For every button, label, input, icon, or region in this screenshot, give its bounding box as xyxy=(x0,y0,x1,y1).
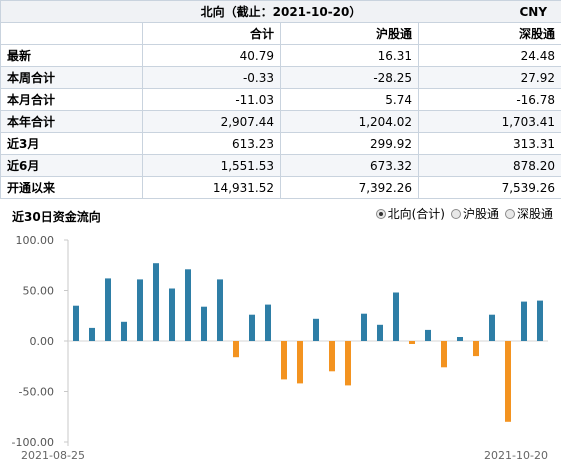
radio-unselected-icon[interactable] xyxy=(504,208,515,219)
bar xyxy=(409,341,415,344)
cell-shenzhen: 878.20 xyxy=(417,154,561,177)
radio-label: 深股通 xyxy=(516,207,553,221)
currency-label: CNY xyxy=(519,5,548,19)
cell-total: -11.03 xyxy=(142,88,281,111)
table-row: 近3月 613.23 299.92 313.31 xyxy=(0,132,561,155)
radio-shenzhen-connect[interactable]: 深股通 xyxy=(504,205,553,222)
cell-shanghai: 5.74 xyxy=(280,88,419,111)
bar xyxy=(153,263,159,341)
cell-total: 613.23 xyxy=(142,132,281,155)
cell-shenzhen: 24.48 xyxy=(417,44,561,67)
radio-selected-icon[interactable] xyxy=(375,208,386,219)
bar xyxy=(505,341,511,422)
column-header-shanghai: 沪股通 xyxy=(280,22,419,45)
bar xyxy=(89,327,95,341)
bar xyxy=(233,341,239,358)
bar xyxy=(393,292,399,341)
row-label: 近3月 xyxy=(0,132,143,155)
table-header-row: 合计 沪股通 深股通 xyxy=(0,22,561,45)
y-tick-label: -50.00 xyxy=(19,386,54,399)
table-row: 本月合计 -11.03 5.74 -16.78 xyxy=(0,88,561,111)
cell-shenzhen: 1,703.41 xyxy=(417,110,561,133)
bar xyxy=(249,314,255,341)
cell-shenzhen: 7,539.26 xyxy=(417,176,561,199)
cell-shanghai: 1,204.02 xyxy=(280,110,419,133)
bar xyxy=(361,313,367,341)
cell-total: 1,551.53 xyxy=(142,154,281,177)
bar xyxy=(377,324,383,341)
y-tick-label: 100.00 xyxy=(16,234,55,247)
cell-shenzhen: 27.92 xyxy=(417,66,561,89)
column-header-total: 合计 xyxy=(142,22,281,45)
row-label: 近6月 xyxy=(0,154,143,177)
bar xyxy=(169,288,175,341)
y-tick-label: 50.00 xyxy=(23,285,55,298)
row-label: 本周合计 xyxy=(0,66,143,89)
cell-shenzhen: -16.78 xyxy=(417,88,561,111)
y-tick-label: -100.00 xyxy=(12,436,54,449)
bar xyxy=(345,341,351,386)
cell-total: -0.33 xyxy=(142,66,281,89)
cell-shanghai: 299.92 xyxy=(280,132,419,155)
cell-shanghai: -28.25 xyxy=(280,66,419,89)
bar xyxy=(73,305,79,341)
cell-shanghai: 16.31 xyxy=(280,44,419,67)
row-label: 本月合计 xyxy=(0,88,143,111)
cell-total: 2,907.44 xyxy=(142,110,281,133)
bar xyxy=(217,279,223,341)
table-row: 本周合计 -0.33 -28.25 27.92 xyxy=(0,66,561,89)
bar xyxy=(489,314,495,341)
cell-shenzhen: 313.31 xyxy=(417,132,561,155)
bar xyxy=(265,304,271,341)
bar xyxy=(121,321,127,341)
bar xyxy=(457,337,463,341)
bar xyxy=(537,300,543,341)
series-selector: 北向(合计) 沪股通 深股通 xyxy=(375,205,553,222)
bar xyxy=(105,278,111,341)
radio-label: 北向(合计) xyxy=(387,207,445,221)
bar xyxy=(201,306,207,341)
northbound-flow-table: 北向（截止：2021-10-20） CNY 合计 沪股通 深股通 最新 40.7… xyxy=(0,0,561,199)
table-row: 开通以来 14,931.52 7,392.26 7,539.26 xyxy=(0,176,561,199)
bar xyxy=(185,269,191,341)
radio-northbound-total[interactable]: 北向(合计) xyxy=(375,205,445,222)
cell-shanghai: 673.32 xyxy=(280,154,419,177)
row-label: 本年合计 xyxy=(0,110,143,133)
table-title: 北向（截止：2021-10-20） xyxy=(200,5,362,19)
cell-total: 40.79 xyxy=(142,44,281,67)
bar xyxy=(425,329,431,341)
cell-shanghai: 7,392.26 xyxy=(280,176,419,199)
bar xyxy=(441,341,447,368)
row-label: 最新 xyxy=(0,44,143,67)
table-title-row: 北向（截止：2021-10-20） CNY xyxy=(0,0,561,23)
radio-unselected-icon[interactable] xyxy=(450,208,461,219)
bar xyxy=(297,341,303,384)
row-label: 开通以来 xyxy=(0,176,143,199)
table-row: 近6月 1,551.53 673.32 878.20 xyxy=(0,154,561,177)
bar xyxy=(137,279,143,341)
bar xyxy=(313,318,319,341)
bar xyxy=(521,301,527,341)
bar xyxy=(473,341,479,357)
bar xyxy=(281,341,287,380)
column-header-shenzhen: 深股通 xyxy=(417,22,561,45)
radio-label: 沪股通 xyxy=(462,207,499,221)
table-row: 最新 40.79 16.31 24.48 xyxy=(0,44,561,67)
y-tick-label: 0.00 xyxy=(30,335,55,348)
radio-shanghai-connect[interactable]: 沪股通 xyxy=(450,205,499,222)
table-row: 本年合计 2,907.44 1,204.02 1,703.41 xyxy=(0,110,561,133)
bar xyxy=(329,341,335,372)
x-end-label: 2021-10-20 xyxy=(484,449,548,462)
chart-title: 近30日资金流向 xyxy=(12,210,101,224)
header-blank xyxy=(0,22,143,45)
cell-total: 14,931.52 xyxy=(142,176,281,199)
x-start-label: 2021-08-25 xyxy=(21,449,85,462)
